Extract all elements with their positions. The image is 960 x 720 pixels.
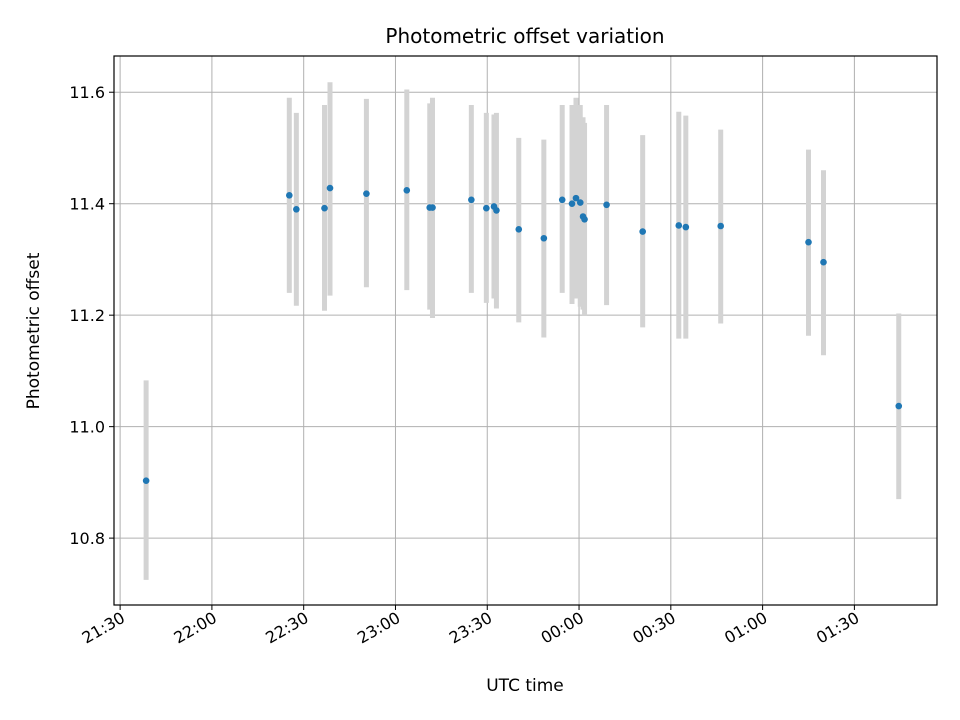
data-point <box>429 204 436 211</box>
data-point <box>321 204 328 212</box>
data-point <box>717 222 724 230</box>
data-point <box>326 184 334 192</box>
y-axis-ticks: 10.8 11.0 11.2 11.4 11.6 <box>69 83 114 548</box>
data-point <box>805 238 812 246</box>
y-tick-label: 11.6 <box>69 83 105 102</box>
data-point <box>572 194 580 202</box>
y-tick-label: 10.8 <box>69 529 105 548</box>
data-point <box>581 216 588 223</box>
data-point <box>558 196 566 204</box>
data-point <box>363 190 370 197</box>
data-point <box>493 207 500 214</box>
y-tick-label: 11.4 <box>69 195 105 214</box>
data-point <box>403 187 411 194</box>
y-tick-label: 11.0 <box>69 418 105 437</box>
data-point <box>895 402 903 410</box>
data-point <box>603 201 610 209</box>
data-point <box>820 258 827 266</box>
x-axis-label: UTC time <box>486 676 564 696</box>
y-tick-label: 11.2 <box>69 306 105 325</box>
data-point <box>568 200 576 208</box>
plot-frame <box>113 55 938 606</box>
data-point <box>675 222 683 229</box>
data-point <box>515 226 523 233</box>
data-point <box>540 234 548 242</box>
data-point <box>639 228 646 235</box>
chart-title: Photometric offset variation <box>385 24 664 48</box>
data-point <box>682 223 690 231</box>
data-point <box>483 204 490 212</box>
grid-lines <box>114 56 937 605</box>
data-point <box>142 477 150 485</box>
data-points <box>142 184 903 485</box>
data-point <box>286 192 293 199</box>
y-axis-label: Photometric offset <box>24 252 44 409</box>
data-point <box>468 196 475 204</box>
data-point <box>293 205 300 213</box>
data-point <box>576 199 584 206</box>
